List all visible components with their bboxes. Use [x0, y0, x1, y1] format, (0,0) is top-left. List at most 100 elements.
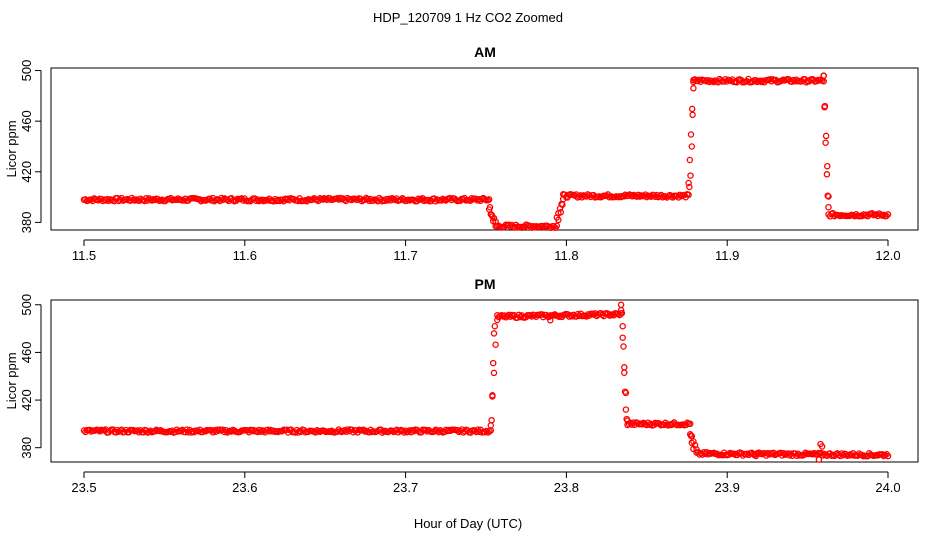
- figure-title: HDP_120709 1 Hz CO2 Zoomed: [373, 10, 563, 25]
- pm-data-point: [884, 452, 892, 460]
- am-data-point: [636, 193, 643, 200]
- am-data-point: [219, 196, 227, 204]
- pm-data-point: [211, 427, 218, 434]
- pm-y-axis-label: Licor ppm: [4, 352, 19, 409]
- am-y-tick-label: 460: [19, 110, 34, 132]
- pm-data-point: [810, 449, 818, 457]
- am-data-point: [821, 103, 828, 111]
- pm-data-points: [80, 301, 892, 463]
- am-data-point: [688, 143, 696, 150]
- am-y-axis-label: Licor ppm: [4, 120, 19, 177]
- pm-data-point: [257, 428, 264, 435]
- pm-data-point: [402, 427, 409, 434]
- pm-data-point: [621, 364, 628, 371]
- am-x-tick-label: 12.0: [875, 248, 900, 263]
- pm-data-point: [620, 343, 627, 350]
- am-data-point: [309, 196, 316, 203]
- pm-data-point: [697, 449, 705, 457]
- am-x-tick-label: 11.7: [393, 248, 417, 263]
- pm-data-point: [619, 334, 626, 341]
- pm-data-point: [431, 428, 438, 435]
- am-data-point: [652, 193, 659, 201]
- am-y-tick-label: 380: [19, 212, 34, 234]
- pm-data-point: [489, 392, 496, 399]
- am-panel-title: AM: [474, 44, 496, 60]
- am-plot-frame: [50, 67, 919, 231]
- am-data-point: [252, 197, 260, 205]
- am-data-point: [102, 197, 109, 204]
- am-data-point: [659, 194, 666, 201]
- am-data-point: [822, 132, 830, 140]
- pm-data-point: [490, 330, 498, 337]
- am-data-point: [557, 209, 565, 216]
- pm-data-point: [508, 311, 515, 319]
- am-data-point: [488, 211, 495, 219]
- pm-data-point: [145, 428, 153, 436]
- pm-data-point: [623, 415, 630, 423]
- pm-data-point: [752, 452, 760, 460]
- am-data-point: [264, 197, 272, 204]
- am-data-point: [254, 196, 261, 203]
- pm-x-tick-label: 23.5: [71, 480, 96, 495]
- pm-data-point: [80, 427, 88, 434]
- pm-data-point: [488, 417, 495, 424]
- pm-x-tick-label: 23.7: [393, 480, 418, 495]
- am-data-point: [629, 193, 636, 200]
- am-data-point: [883, 212, 890, 220]
- am-data-point: [706, 78, 713, 86]
- am-data-point: [822, 139, 829, 146]
- pm-y-tick-label: 460: [19, 342, 34, 364]
- pm-data-point: [819, 452, 827, 459]
- am-data-point: [550, 223, 558, 230]
- pm-plot-frame: [50, 299, 919, 463]
- am-y-tick-label: 500: [19, 60, 34, 82]
- pm-data-point: [618, 309, 626, 317]
- pm-data-point: [690, 445, 697, 453]
- pm-data-point: [489, 359, 497, 367]
- pm-data-point: [490, 369, 498, 377]
- pm-data-point: [486, 428, 493, 435]
- pm-panel-title: PM: [475, 276, 496, 292]
- am-axes: 11.5 11.6 11.7 11.8 11.9 12.0 380 420 460 500: [19, 60, 901, 263]
- am-data-point: [790, 76, 797, 84]
- pm-data-point: [619, 322, 626, 330]
- am-data-point: [585, 192, 593, 199]
- am-data-point: [820, 72, 827, 79]
- pm-y-tick-label: 420: [19, 389, 34, 411]
- pm-data-point: [492, 341, 499, 348]
- pm-data-point: [842, 451, 850, 458]
- am-data-point: [685, 191, 692, 199]
- am-x-tick-label: 11.6: [233, 248, 257, 263]
- pm-x-tick-label: 24.0: [875, 480, 900, 495]
- am-data-point: [276, 197, 283, 205]
- pm-data-point: [547, 317, 554, 324]
- am-data-point: [553, 222, 561, 230]
- am-data-point: [689, 111, 696, 119]
- pm-data-point: [295, 429, 302, 436]
- pm-data-point: [341, 427, 348, 434]
- pm-data-point: [434, 427, 441, 434]
- am-data-point: [824, 192, 831, 200]
- pm-axes: 23.5 23.6 23.7 23.8 23.9 24.0 380 420 460 500: [19, 294, 901, 495]
- pm-x-tick-label: 23.6: [232, 480, 257, 495]
- pm-data-point: [687, 432, 695, 440]
- am-data-point: [873, 211, 880, 218]
- pm-data-point: [638, 421, 646, 428]
- pm-data-point: [686, 420, 694, 428]
- am-data-point: [685, 179, 692, 187]
- pm-data-point: [147, 427, 154, 434]
- am-data-point: [676, 191, 684, 199]
- am-data-point: [884, 211, 892, 218]
- am-data-point: [438, 197, 445, 204]
- pm-y-tick-label: 380: [19, 437, 34, 459]
- pm-data-point: [815, 456, 823, 463]
- am-data-point: [688, 105, 696, 113]
- pm-data-point: [454, 426, 461, 434]
- am-data-point: [759, 77, 767, 84]
- am-data-point: [258, 196, 266, 203]
- am-data-point: [173, 196, 180, 204]
- am-data-point: [643, 193, 651, 201]
- pm-data-point: [838, 450, 845, 457]
- pm-data-point: [617, 301, 625, 309]
